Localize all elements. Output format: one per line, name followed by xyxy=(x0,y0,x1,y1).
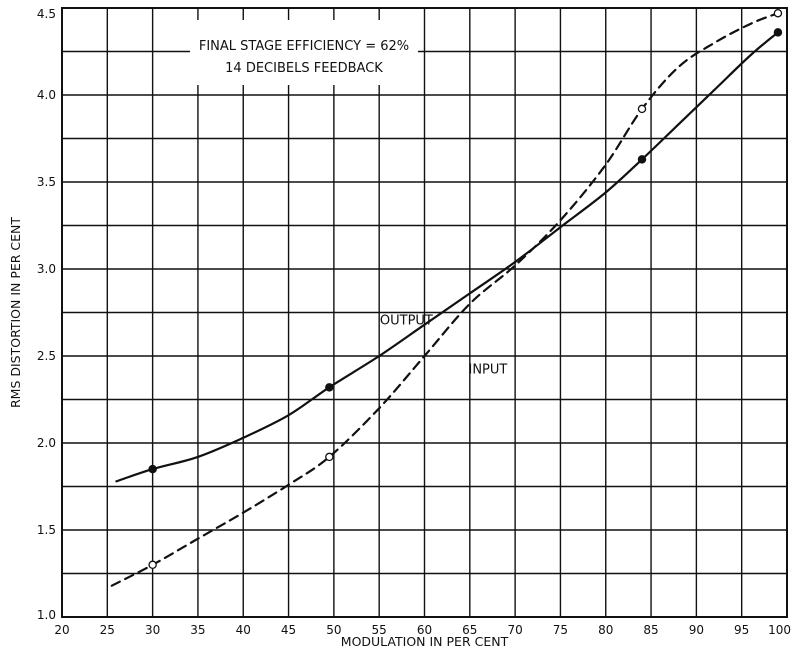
x-tick-label: 35 xyxy=(190,623,205,637)
x-tick-label: 30 xyxy=(145,623,160,637)
output-data-point xyxy=(325,383,334,392)
x-tick-label: 50 xyxy=(326,623,341,637)
annotation-box: FINAL STAGE EFFICIENCY = 62% 14 DECIBELS… xyxy=(190,20,418,85)
y-tick-label: 4.0 xyxy=(37,88,56,102)
series-layer xyxy=(110,12,779,587)
x-tick-label: 85 xyxy=(643,623,658,637)
y-tick-label: 1.5 xyxy=(37,523,56,537)
x-tick-label: 25 xyxy=(100,623,115,637)
y-tick-label: 2.5 xyxy=(37,349,56,363)
annotation-line-2: 14 DECIBELS FEEDBACK xyxy=(225,61,383,76)
x-tick-label: 70 xyxy=(507,623,522,637)
input-data-point xyxy=(148,560,157,570)
output-series-line xyxy=(115,31,779,483)
input-series-label: INPUT xyxy=(469,362,508,377)
y-tick-label: 2.0 xyxy=(37,436,56,450)
output-data-point xyxy=(148,464,157,474)
grid xyxy=(62,8,787,617)
y-tick-label: 4.5 xyxy=(37,7,56,21)
annotation-line-1: FINAL STAGE EFFICIENCY = 62% xyxy=(199,39,409,54)
x-tick-label: 90 xyxy=(689,623,704,637)
y-tick-label: 1.0 xyxy=(37,608,56,622)
series-labels: OUTPUT INPUT xyxy=(380,314,508,378)
y-axis-label: RMS DISTORTION IN PER CENT xyxy=(8,217,23,408)
y-tick-label: 3.5 xyxy=(37,175,56,189)
output-data-point xyxy=(773,28,783,37)
output-series-label: OUTPUT xyxy=(380,314,433,329)
marker-layer xyxy=(148,8,783,570)
y-tick-labels: 1.0 1.5 2.0 2.5 3.0 3.5 4.0 4.5 xyxy=(37,7,56,622)
x-tick-labels: 20 25 30 35 40 45 50 55 60 65 70 75 80 85 90 95 100 xyxy=(54,623,791,637)
x-tick-label: 55 xyxy=(372,623,387,637)
x-tick-label: 100 xyxy=(768,623,791,637)
output-data-point xyxy=(637,155,647,164)
x-tick-label: 45 xyxy=(281,623,296,637)
x-tick-label: 75 xyxy=(553,623,568,637)
input-data-point xyxy=(637,104,647,114)
input-data-point xyxy=(773,8,783,18)
x-tick-label: 20 xyxy=(54,623,69,637)
x-tick-label: 95 xyxy=(734,623,749,637)
input-data-point xyxy=(325,452,334,462)
x-axis-label: MODULATION IN PER CENT xyxy=(341,634,509,649)
x-tick-label: 65 xyxy=(462,623,477,637)
plot-frame xyxy=(61,7,788,618)
y-tick-label: 3.0 xyxy=(37,262,56,276)
input-series-line xyxy=(110,12,779,587)
x-tick-label: 60 xyxy=(417,623,432,637)
x-tick-label: 80 xyxy=(598,623,613,637)
x-tick-label: 40 xyxy=(236,623,251,637)
